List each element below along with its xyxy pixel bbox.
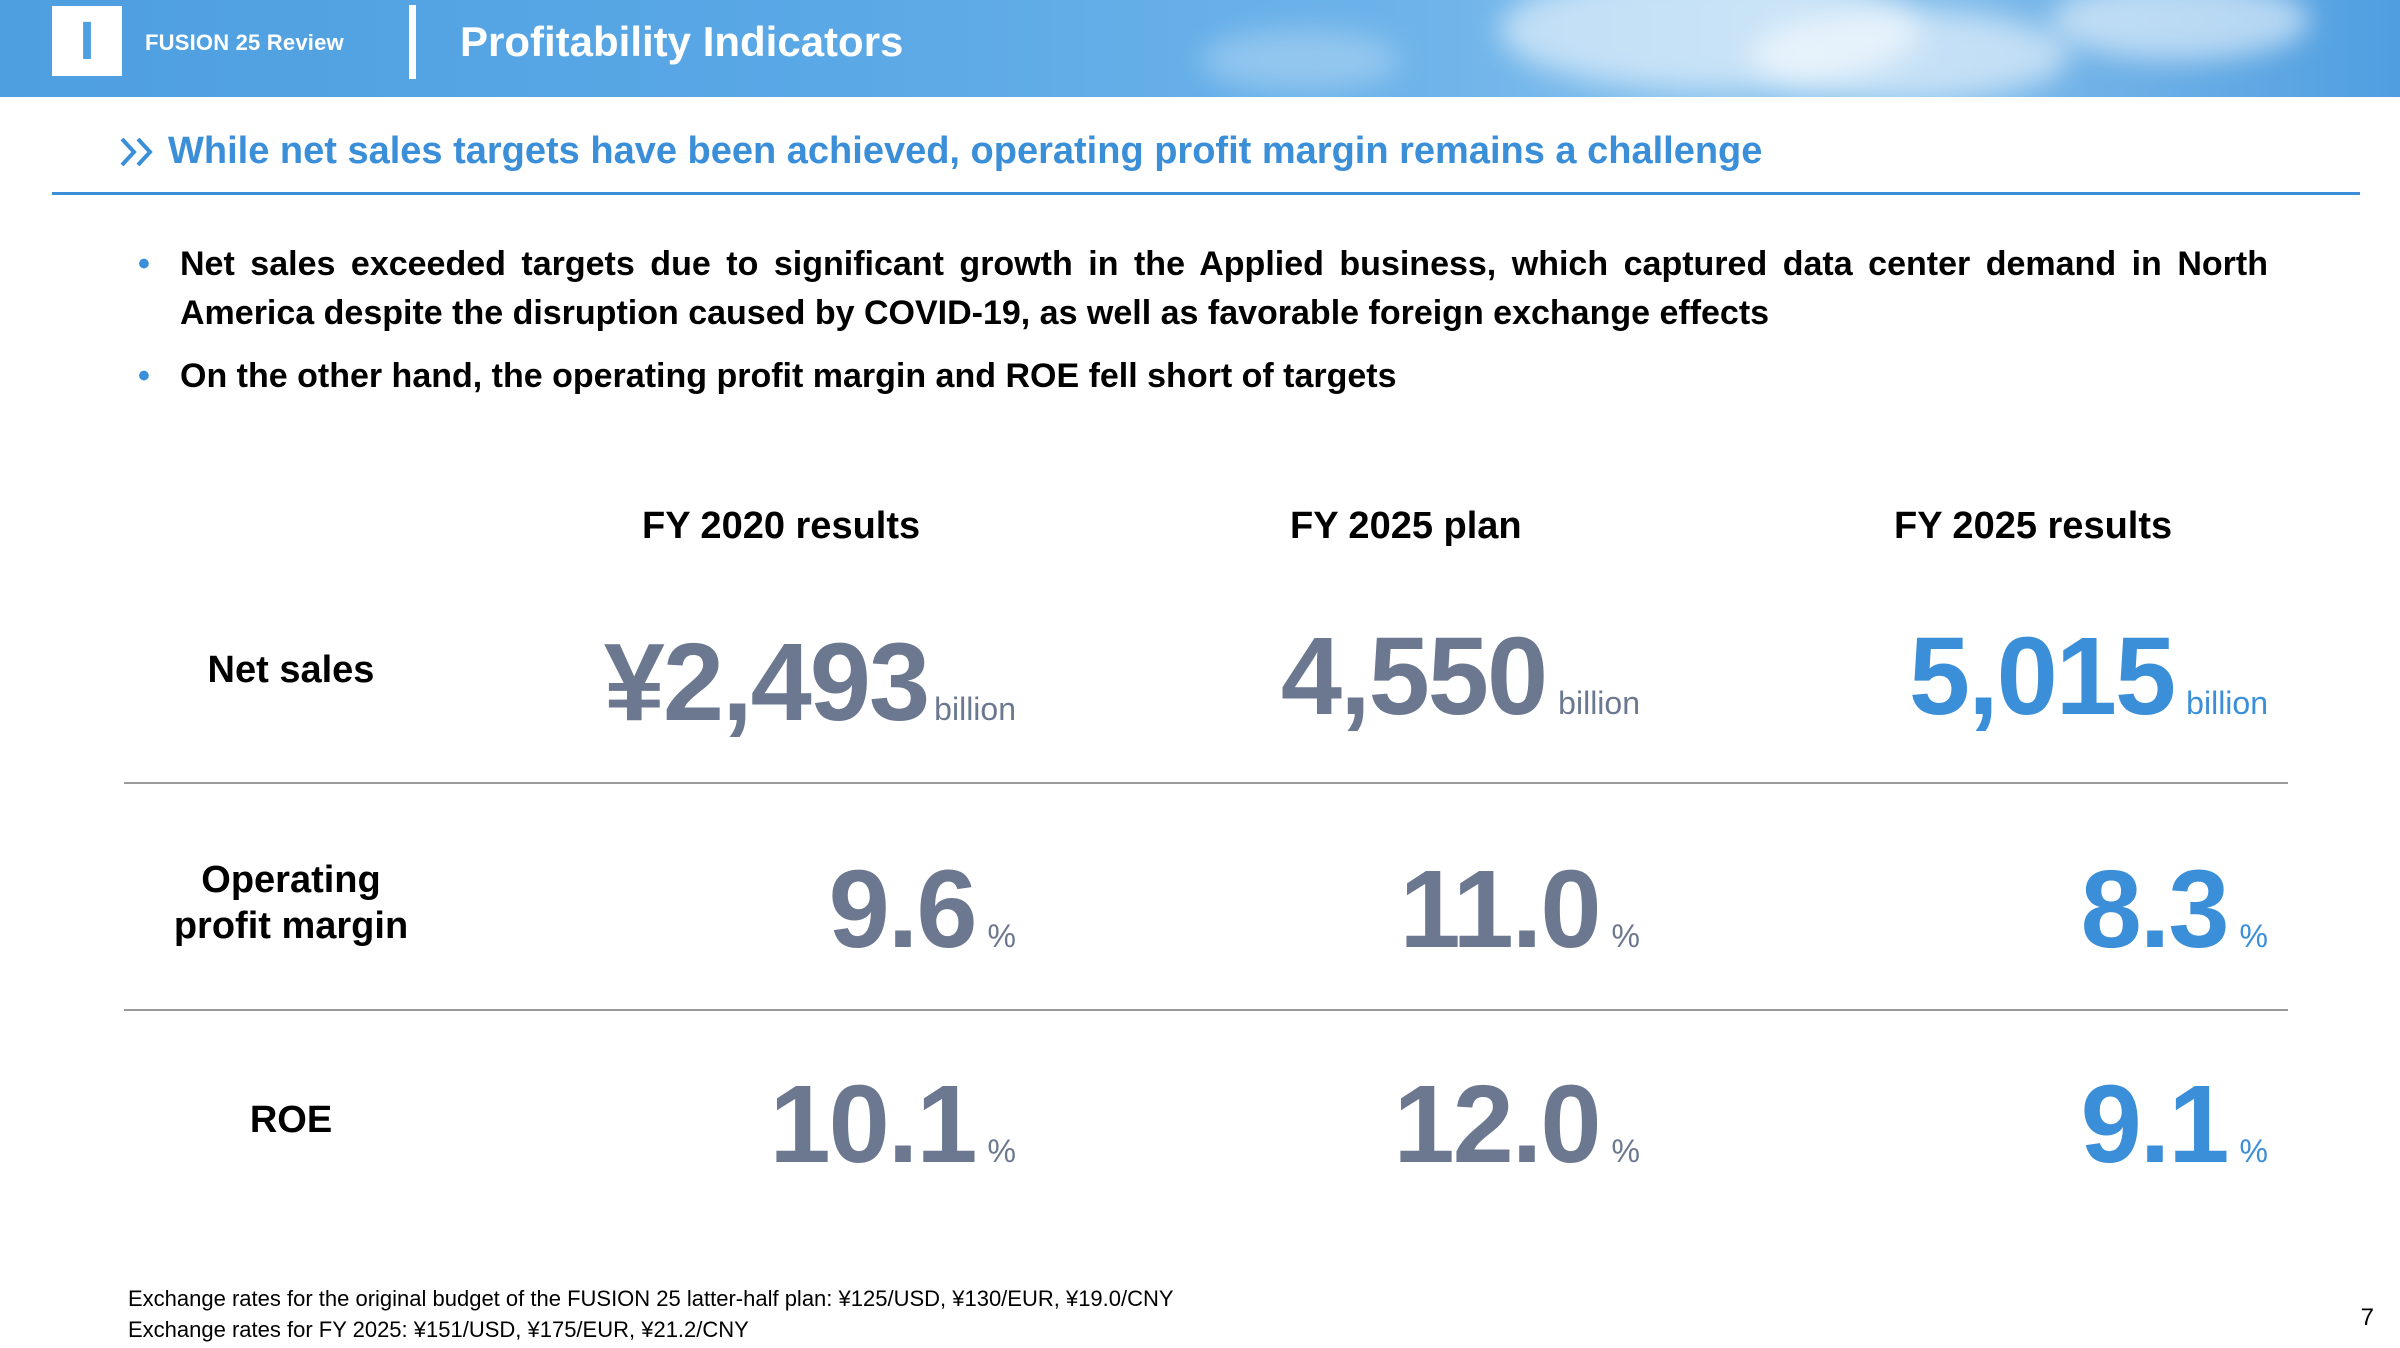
unit-label: % (2239, 918, 2268, 954)
net-sales-fy2020-value: ¥2,493 billion (603, 621, 1016, 744)
roe-fy2025-results-value: 9.1% (2080, 1063, 2268, 1186)
operating-margin-fy2025-plan-value: 11.0% (1399, 848, 1640, 971)
unit-label: % (987, 1133, 1016, 1169)
net-sales-fy2025-plan-value: 4,550 billion (1280, 615, 1640, 738)
operating-margin-fy2025-results-value: 8.3% (2080, 848, 2268, 971)
header-banner: I FUSION 25 Review Profitability Indicat… (0, 0, 2400, 97)
unit-label: billion (1558, 685, 1640, 721)
row-divider (124, 782, 2288, 784)
unit-label: billion (2186, 685, 2268, 721)
bullet-item: • Net sales exceeded targets due to sign… (138, 240, 2268, 338)
roe-fy2020-value: 10.1% (769, 1063, 1016, 1186)
subtitle-row: While net sales targets have been achiev… (118, 130, 1762, 173)
operating-margin-fy2020-value: 9.6% (828, 848, 1016, 971)
bullet-item: • On the other hand, the operating profi… (138, 352, 2268, 401)
bullet-list: • Net sales exceeded targets due to sign… (138, 240, 2268, 415)
row-divider (124, 1009, 2288, 1011)
subtitle: While net sales targets have been achiev… (168, 130, 1763, 172)
row-label-roe: ROE (249, 1099, 333, 1141)
bullet-text: Net sales exceeded targets due to signif… (180, 245, 2268, 332)
row-label-operating-profit-margin: Operating profit margin (173, 859, 409, 947)
column-header-fy2025-results: FY 2025 results (1894, 505, 2173, 547)
unit-label: % (1611, 918, 1640, 954)
footnote-fy2025-exchange-rates: Exchange rates for FY 2025: ¥151/USD, ¥1… (128, 1317, 749, 1342)
bullet-dot-icon: • (138, 245, 150, 283)
unit-label: billion (934, 691, 1016, 727)
column-header-fy2020-results: FY 2020 results (642, 505, 921, 547)
page-number: 7 (2360, 1304, 2374, 1331)
brand-label: FUSION 25 Review (145, 30, 344, 55)
roe-fy2025-plan-value: 12.0% (1393, 1063, 1640, 1186)
bullet-text: On the other hand, the operating profit … (180, 357, 1397, 395)
unit-label: % (987, 918, 1016, 954)
unit-label: % (1611, 1133, 1640, 1169)
row-label-net-sales: Net sales (207, 649, 375, 691)
header-divider (409, 5, 416, 79)
subtitle-rule (52, 192, 2360, 195)
double-chevron-right-icon (120, 137, 153, 166)
page-title: Profitability Indicators (460, 18, 904, 65)
unit-label: % (2239, 1133, 2268, 1169)
section-number-badge: I (52, 6, 122, 76)
footnote-budget-exchange-rates: Exchange rates for the original budget o… (128, 1286, 1174, 1311)
bullet-dot-icon: • (138, 357, 150, 395)
column-header-fy2025-plan: FY 2025 plan (1290, 505, 1522, 547)
net-sales-fy2025-results-value: 5,015 billion (1908, 615, 2268, 738)
